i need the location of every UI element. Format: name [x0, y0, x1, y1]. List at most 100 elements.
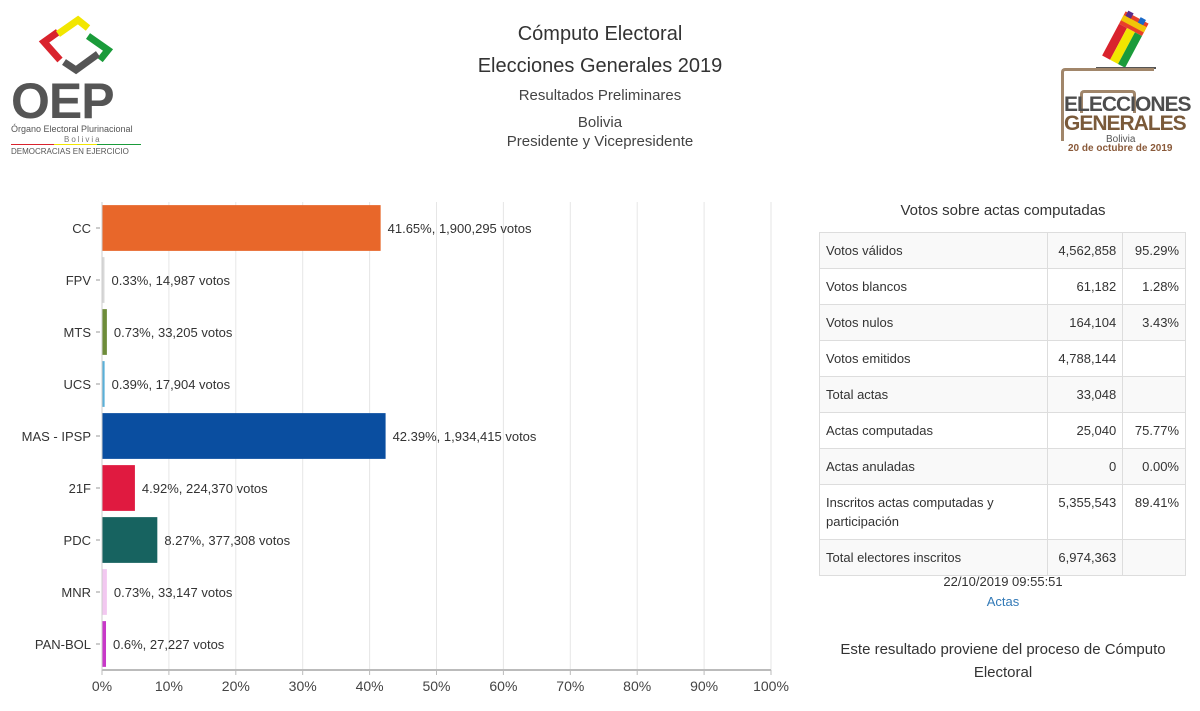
bar-ucs	[102, 361, 105, 407]
summary-percent: 89.41%	[1122, 484, 1186, 540]
chart-x-axis: 0% 10% 20% 30% 40% 50% 60% 70% 80% 90% 100%	[92, 202, 789, 694]
summary-percent: 1.28%	[1122, 268, 1186, 305]
x-tick-label: 80%	[623, 678, 651, 694]
x-tick-label: 40%	[356, 678, 384, 694]
x-tick-label: 10%	[155, 678, 183, 694]
summary-percent	[1122, 539, 1186, 576]
elecciones-date: 20 de octubre de 2019	[1068, 143, 1173, 154]
country-label: Bolivia	[577, 114, 623, 131]
summary-percent	[1122, 376, 1186, 413]
category-label: 21F	[69, 481, 91, 496]
x-tick-label: 70%	[556, 678, 584, 694]
elecciones-country: Bolivia	[1106, 134, 1136, 145]
summary-row: Actas computadas 25,040 75.77%	[818, 412, 1186, 449]
oep-stripe	[11, 144, 141, 145]
page-header: Cómputo Electoral Elecciones Generales 2…	[400, 20, 800, 152]
summary-label: Actas computadas	[818, 412, 1049, 449]
oep-slogan: DEMOCRACIAS EN EJERCICIO	[11, 147, 129, 156]
page-title: Cómputo Electoral	[517, 23, 683, 45]
chart-bars	[102, 205, 386, 667]
x-tick-label: 100%	[753, 678, 789, 694]
oep-country: Bolivia	[64, 135, 102, 144]
bar-mts	[102, 309, 107, 355]
bar-fpv	[102, 257, 105, 303]
summary-value: 0	[1047, 448, 1124, 485]
summary-percent: 95.29%	[1122, 232, 1186, 269]
category-label: MAS - IPSP	[22, 429, 91, 444]
data-label: 8.27%, 377,308 votos	[164, 533, 290, 548]
elecciones-logo: ELECCIONES GENERALES Bolivia 20 de octub…	[1056, 10, 1192, 160]
summary-title: Votos sobre actas computadas	[900, 202, 1106, 219]
elecciones-line2: GENERALES	[1064, 112, 1187, 135]
summary-label: Votos nulos	[818, 304, 1049, 341]
ballot-box-frame	[1061, 68, 1154, 141]
summary-percent: 0.00%	[1122, 448, 1186, 485]
x-tick-label: 30%	[289, 678, 317, 694]
summary-row: Votos blancos 61,182 1.28%	[818, 268, 1186, 305]
summary-row: Actas anuladas 0 0.00%	[818, 448, 1186, 485]
summary-label: Actas anuladas	[818, 448, 1049, 485]
results-bar-chart: 41.65%, 1,900,295 votos 0.33%, 14,987 vot…	[22, 202, 789, 694]
summary-label: Total electores inscritos	[818, 539, 1049, 576]
summary-label: Votos válidos	[818, 232, 1049, 269]
summary-label: Inscritos actas computadas y participaci…	[818, 484, 1049, 540]
summary-percent: 3.43%	[1122, 304, 1186, 341]
data-label: 42.39%, 1,934,415 votos	[393, 429, 537, 444]
category-label: CC	[72, 221, 91, 236]
summary-table: Votos válidos 4,562,858 95.29% Votos blanco…	[818, 232, 1186, 576]
data-label: 41.65%, 1,900,295 votos	[388, 221, 532, 236]
summary-percent: 75.77%	[1122, 412, 1186, 449]
category-label: PAN-BOL	[35, 637, 91, 652]
ballot-box-slot	[1080, 90, 1136, 113]
bar-pdc	[102, 517, 158, 563]
actas-link[interactable]: Actas	[986, 594, 1020, 609]
category-label: UCS	[64, 377, 92, 392]
bar-pan-bol	[102, 621, 107, 667]
summary-row: Votos emitidos 4,788,144	[818, 340, 1186, 377]
bar-mnr	[102, 569, 107, 615]
summary-row: Inscritos actas computadas y participaci…	[818, 484, 1186, 540]
summary-value: 25,040	[1047, 412, 1124, 449]
summary-row: Votos válidos 4,562,858 95.29%	[818, 232, 1186, 269]
data-label: 0.73%, 33,147 votos	[114, 585, 233, 600]
data-label: 0.39%, 17,904 votos	[112, 377, 231, 392]
summary-value: 33,048	[1047, 376, 1124, 413]
summary-value: 5,355,543	[1047, 484, 1124, 540]
category-label: MNR	[61, 585, 91, 600]
office-label: Presidente y Vicepresidente	[506, 133, 694, 150]
summary-value: 4,788,144	[1047, 340, 1124, 377]
summary-label: Votos emitidos	[818, 340, 1049, 377]
bar-21f	[102, 465, 135, 511]
x-tick-label: 90%	[690, 678, 718, 694]
data-label: 0.6%, 27,227 votos	[113, 637, 225, 652]
summary-row: Votos nulos 164,104 3.43%	[818, 304, 1186, 341]
summary-label: Votos blancos	[818, 268, 1049, 305]
timestamp: 22/10/2019 09:55:51	[943, 574, 1063, 589]
category-label: MTS	[64, 325, 92, 340]
summary-row: Total electores inscritos 6,974,363	[818, 539, 1186, 576]
x-tick-label: 60%	[489, 678, 517, 694]
summary-row: Total actas 33,048	[818, 376, 1186, 413]
source-note: Este resultado proviene del proceso de C…	[840, 641, 1166, 681]
oep-acronym: OEP	[11, 73, 115, 129]
page-subtitle: Elecciones Generales 2019	[477, 55, 723, 77]
x-tick-label: 0%	[92, 678, 112, 694]
data-label: 0.73%, 33,205 votos	[114, 325, 233, 340]
summary-value: 164,104	[1047, 304, 1124, 341]
chart-category-labels: CC FPV MTS UCS MAS - IPSP 21F PDC MNR PAN-BOL	[22, 221, 100, 652]
category-label: PDC	[64, 533, 91, 548]
summary-value: 4,562,858	[1047, 232, 1124, 269]
data-label: 4.92%, 224,370 votos	[142, 481, 268, 496]
data-label: 0.33%, 14,987 votos	[112, 273, 231, 288]
bar-cc	[102, 205, 381, 251]
results-status: Resultados Preliminares	[518, 87, 682, 104]
summary-percent	[1122, 340, 1186, 377]
summary-label: Total actas	[818, 376, 1049, 413]
bar-mas-ipsp	[102, 413, 386, 459]
category-label: FPV	[66, 273, 92, 288]
summary-value: 61,182	[1047, 268, 1124, 305]
oep-emblem-icon	[38, 15, 114, 75]
oep-name: Órgano Electoral Plurinacional	[11, 124, 133, 134]
x-tick-label: 20%	[222, 678, 250, 694]
ballot-icon	[1102, 10, 1149, 68]
